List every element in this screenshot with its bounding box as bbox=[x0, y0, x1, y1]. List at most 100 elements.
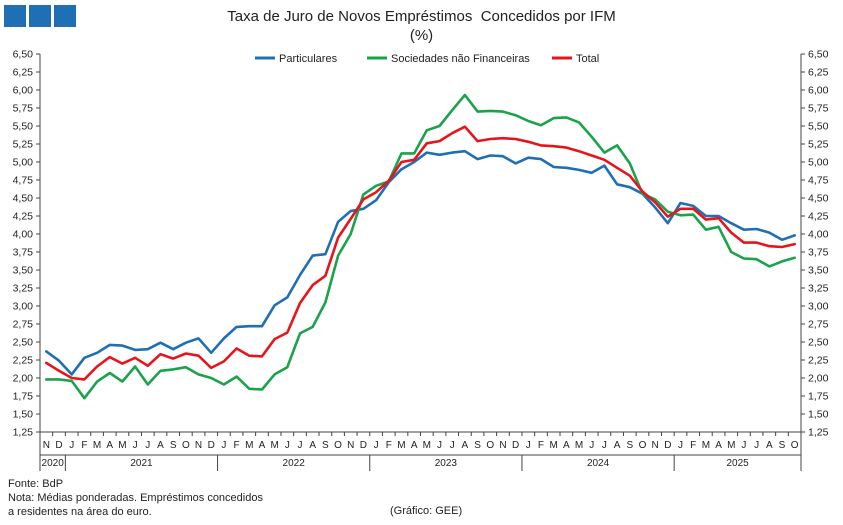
chart-title: Taxa de Juro de Novos Empréstimos Conced… bbox=[227, 8, 616, 25]
y-tick-label-right: 3,00 bbox=[808, 301, 829, 313]
x-month-label: A bbox=[462, 440, 469, 451]
x-month-label: J bbox=[145, 440, 150, 451]
x-month-label: D bbox=[512, 440, 519, 451]
y-tick-label-left: 5,25 bbox=[13, 139, 34, 151]
y-tick-label-right: 2,75 bbox=[808, 319, 829, 331]
y-tick-label-left: 1,50 bbox=[13, 409, 34, 421]
x-month-label: N bbox=[652, 440, 659, 451]
x-month-label: S bbox=[322, 440, 329, 451]
x-month-label: F bbox=[690, 440, 696, 451]
legend-label: Particulares bbox=[279, 53, 338, 65]
x-month-label: A bbox=[614, 440, 621, 451]
legend: Particulares Sociedades não Financeiras To… bbox=[255, 53, 599, 65]
x-month-label: M bbox=[245, 440, 253, 451]
x-month-label: J bbox=[450, 440, 455, 451]
x-month-label: D bbox=[55, 440, 62, 451]
y-tick-label-left: 2,75 bbox=[13, 319, 34, 331]
y-tick-label-right: 3,50 bbox=[808, 265, 829, 277]
y-tick-label-left: 6,50 bbox=[13, 49, 34, 61]
y-tick-label-left: 6,25 bbox=[13, 67, 34, 79]
x-month-label: A bbox=[715, 440, 722, 451]
x-month-label: M bbox=[118, 440, 126, 451]
logo bbox=[4, 5, 76, 27]
x-month-label: M bbox=[575, 440, 583, 451]
x-month-label: N bbox=[347, 440, 354, 451]
legend-label: Sociedades não Financeiras bbox=[391, 53, 530, 65]
x-month-label: J bbox=[526, 440, 531, 451]
y-tick-label-left: 4,25 bbox=[13, 211, 34, 223]
y-tick-label-right: 4,75 bbox=[808, 175, 829, 187]
x-month-label: M bbox=[397, 440, 405, 451]
y-tick-label-left: 4,75 bbox=[13, 175, 34, 187]
x-month-label: F bbox=[234, 440, 240, 451]
x-month-label: J bbox=[285, 440, 290, 451]
series-line-total bbox=[44, 125, 797, 381]
x-month-label: J bbox=[133, 440, 138, 451]
chart-title-block: Taxa de Juro de Novos Empréstimos Conced… bbox=[0, 7, 843, 45]
y-tick-label-right: 2,50 bbox=[808, 337, 829, 349]
x-month-label: S bbox=[779, 440, 786, 451]
y-tick-label-right: 3,25 bbox=[808, 283, 829, 295]
y-tick-label-right: 5,50 bbox=[808, 121, 829, 133]
y-tick-label-right: 4,25 bbox=[808, 211, 829, 223]
y-tick-label-right: 6,25 bbox=[808, 67, 829, 79]
x-month-label: A bbox=[563, 440, 570, 451]
year-label: 2024 bbox=[587, 458, 610, 469]
y-tick-label-left: 5,50 bbox=[13, 121, 34, 133]
year-label: 2022 bbox=[283, 458, 306, 469]
x-month-label: A bbox=[766, 440, 773, 451]
logo-square bbox=[4, 5, 26, 27]
x-month-label: S bbox=[170, 440, 177, 451]
source-note: Fonte: BdP bbox=[8, 478, 64, 490]
series-line-particulares bbox=[44, 149, 797, 376]
x-month-label: M bbox=[550, 440, 558, 451]
x-month-label: N bbox=[195, 440, 202, 451]
x-month-label: O bbox=[182, 440, 190, 451]
y-tick-label-left: 4,00 bbox=[13, 229, 34, 241]
x-month-label: J bbox=[374, 440, 379, 451]
y-tick-label-right: 3,75 bbox=[808, 247, 829, 259]
y-tick-label-left: 4,50 bbox=[13, 193, 34, 205]
y-tick-label-left: 6,00 bbox=[13, 85, 34, 97]
x-month-label: J bbox=[69, 440, 74, 451]
y-tick-label-left: 2,25 bbox=[13, 355, 34, 367]
y-tick-label-left: 3,25 bbox=[13, 283, 34, 295]
y-axis-right: 1,25 1,50 1,75 2,00 2,25 2,50 2,75 3,00 3,25 3,50… bbox=[800, 49, 829, 455]
x-month-label: A bbox=[259, 440, 266, 451]
y-tick-label-left: 3,75 bbox=[13, 247, 34, 259]
year-label: 2020 bbox=[42, 458, 65, 469]
y-tick-label-right: 6,50 bbox=[808, 49, 829, 61]
x-month-label: O bbox=[486, 440, 494, 451]
y-tick-label-right: 6,00 bbox=[808, 85, 829, 97]
x-month-label: O bbox=[791, 440, 799, 451]
year-label: 2021 bbox=[130, 458, 153, 469]
y-tick-label-right: 2,25 bbox=[808, 355, 829, 367]
y-tick-label-right: 1,50 bbox=[808, 409, 829, 421]
y-tick-label-left: 5,00 bbox=[13, 157, 34, 169]
x-month-label: M bbox=[423, 440, 431, 451]
x-month-label: J bbox=[298, 440, 303, 451]
y-tick-label-left: 1,25 bbox=[13, 427, 34, 439]
x-month-label: F bbox=[386, 440, 392, 451]
x-month-label: M bbox=[702, 440, 710, 451]
year-label: 2023 bbox=[435, 458, 458, 469]
y-tick-label-left: 2,00 bbox=[13, 373, 34, 385]
x-month-label: J bbox=[754, 440, 759, 451]
y-tick-label-right: 4,50 bbox=[808, 193, 829, 205]
graphic-credit: (Gráfico: GEE) bbox=[390, 505, 463, 517]
x-month-label: M bbox=[270, 440, 278, 451]
legend-label: Total bbox=[576, 53, 599, 65]
y-tick-label-left: 5,75 bbox=[13, 103, 34, 115]
note-line-1: Nota: Médias ponderadas. Empréstimos con… bbox=[8, 492, 263, 504]
x-month-label: A bbox=[309, 440, 316, 451]
x-month-label: O bbox=[334, 440, 342, 451]
y-tick-label-left: 3,00 bbox=[13, 301, 34, 313]
x-month-label: N bbox=[499, 440, 506, 451]
x-month-label: J bbox=[589, 440, 594, 451]
year-label: 2025 bbox=[726, 458, 749, 469]
logo-square bbox=[29, 5, 51, 27]
y-tick-label-right: 5,75 bbox=[808, 103, 829, 115]
x-month-label: M bbox=[727, 440, 735, 451]
x-month-label: M bbox=[93, 440, 101, 451]
